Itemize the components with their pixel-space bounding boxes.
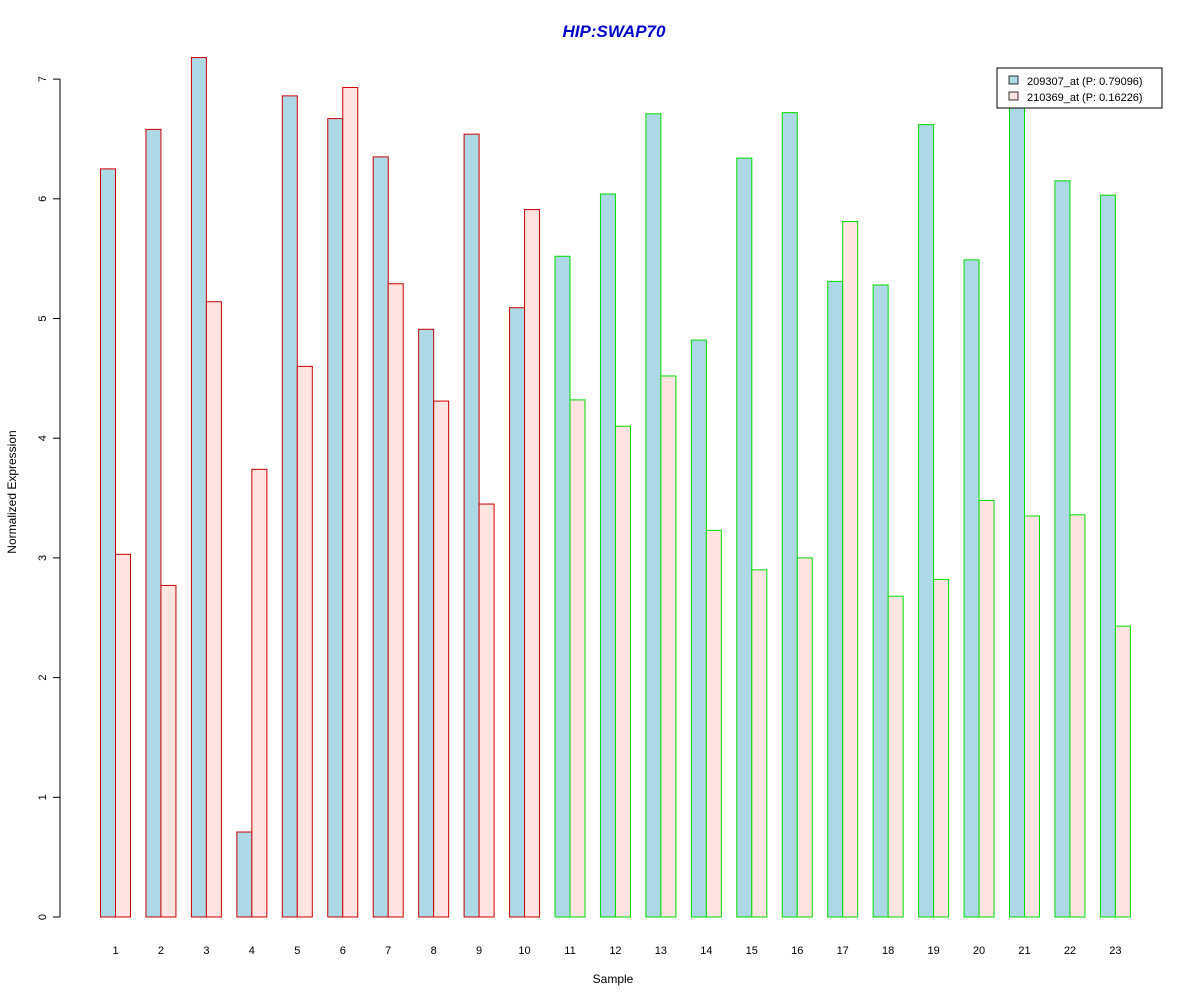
bar-sample-16-series-2: [796, 557, 813, 918]
x-tick-label: 21: [1018, 945, 1030, 957]
bar-sample-17-series-1: [827, 280, 844, 918]
bar-sample-20-series-2: [978, 499, 995, 918]
bar-sample-15-series-1: [736, 157, 753, 918]
bar-sample-2-series-1: [145, 128, 162, 918]
x-tick-label: 12: [609, 945, 621, 957]
bar-sample-2-series-2: [160, 584, 177, 918]
x-tick-label: 8: [431, 945, 437, 957]
bar-sample-9-series-1: [463, 133, 480, 918]
bar-sample-7-series-1: [372, 156, 389, 918]
y-tick-label: 7: [37, 76, 49, 82]
bar-sample-14-series-1: [690, 339, 707, 918]
bar-sample-6-series-2: [342, 86, 359, 918]
bar-sample-20-series-1: [963, 259, 980, 918]
bar-sample-17-series-2: [842, 221, 859, 918]
y-tick-label: 0: [37, 914, 49, 920]
x-tick-label: 9: [476, 945, 482, 957]
bar-sample-9-series-2: [478, 503, 495, 918]
x-tick-label: 13: [655, 945, 667, 957]
bar-sample-8-series-2: [433, 400, 450, 918]
bar-sample-21-series-1: [1009, 102, 1025, 918]
bar-sample-22-series-2: [1069, 514, 1086, 918]
chart-title: HIP:SWAP70: [563, 22, 667, 41]
y-tick-label: 3: [37, 555, 49, 561]
x-tick-label: 5: [294, 945, 300, 957]
bar-sample-6-series-1: [327, 118, 344, 918]
bar-sample-13-series-1: [645, 113, 662, 918]
bar-sample-19-series-2: [933, 578, 950, 918]
bar-sample-4-series-1: [236, 831, 253, 918]
bar-sample-23-series-1: [1099, 194, 1116, 918]
y-axis-label: Normalized Expression: [5, 430, 19, 553]
bar-sample-1-series-1: [100, 168, 116, 918]
x-tick-label: 15: [746, 945, 758, 957]
legend-swatch-series-2: [1008, 91, 1019, 101]
legend-label-series-2: 210369_at (P: 0.16226): [1027, 92, 1143, 104]
bar-sample-3-series-2: [205, 301, 222, 918]
legend-label-series-1: 209307_at (P: 0.79096): [1027, 76, 1143, 88]
x-tick-label: 16: [791, 945, 803, 957]
bar-sample-16-series-1: [781, 112, 798, 918]
x-tick-label: 20: [973, 945, 985, 957]
x-tick-labels: 1 2 3 4 5 6 7 8 9 10 11 12 13 14 15 16 17 18 19 20 21 22 23: [112, 945, 1121, 957]
bars-group: [100, 57, 1131, 918]
bar-sample-10-series-1: [509, 307, 526, 918]
y-tick-label: 4: [37, 435, 49, 441]
legend-box: [996, 67, 1163, 109]
x-tick-label: 17: [837, 945, 849, 957]
x-tick-label: 7: [385, 945, 391, 957]
bar-sample-11-series-2: [569, 399, 586, 918]
bar-sample-19-series-1: [918, 124, 935, 918]
bar-sample-4-series-2: [251, 468, 268, 918]
legend-swatch-series-1: [1008, 75, 1019, 85]
bar-sample-8-series-1: [418, 328, 435, 918]
bar-sample-12-series-2: [614, 425, 631, 918]
y-axis: 0 1 2 3 4 5 6 7: [37, 76, 61, 920]
x-tick-label: 11: [564, 945, 575, 957]
bar-sample-5-series-2: [296, 365, 313, 918]
bar-sample-1-series-2: [115, 553, 131, 918]
bar-sample-13-series-2: [660, 375, 677, 918]
bar-sample-7-series-2: [387, 283, 404, 918]
bar-sample-15-series-2: [751, 569, 768, 918]
bar-sample-11-series-1: [554, 255, 571, 918]
bar-sample-10-series-2: [524, 209, 541, 918]
x-tick-label: 6: [340, 945, 346, 957]
legend: 209307_at (P: 0.79096) 210369_at (P: 0.1…: [996, 67, 1163, 109]
x-tick-label: 14: [700, 945, 712, 957]
y-tick-label: 2: [37, 675, 49, 681]
bar-sample-18-series-2: [887, 595, 904, 918]
bar-sample-18-series-1: [872, 284, 889, 918]
x-tick-label: 18: [882, 945, 894, 957]
x-tick-label: 2: [158, 945, 164, 957]
y-tick-label: 6: [37, 196, 49, 202]
bar-sample-12-series-1: [599, 193, 616, 918]
bar-sample-14-series-2: [705, 529, 722, 918]
x-tick-label: 23: [1109, 945, 1121, 957]
bar-sample-23-series-2: [1114, 625, 1131, 918]
x-tick-label: 19: [927, 945, 939, 957]
bar-sample-5-series-1: [281, 95, 298, 918]
x-tick-label: 4: [249, 945, 255, 957]
bar-sample-21-series-2: [1024, 515, 1040, 918]
x-axis-label: Sample: [593, 972, 634, 986]
y-tick-label: 5: [37, 315, 49, 321]
bar-sample-22-series-1: [1054, 180, 1071, 918]
x-tick-label: 22: [1064, 945, 1076, 957]
y-tick-label: 1: [37, 794, 49, 800]
x-tick-label: 3: [203, 945, 209, 957]
bar-sample-3-series-1: [190, 57, 207, 918]
x-tick-label: 1: [112, 945, 118, 957]
x-tick-label: 10: [518, 945, 530, 957]
